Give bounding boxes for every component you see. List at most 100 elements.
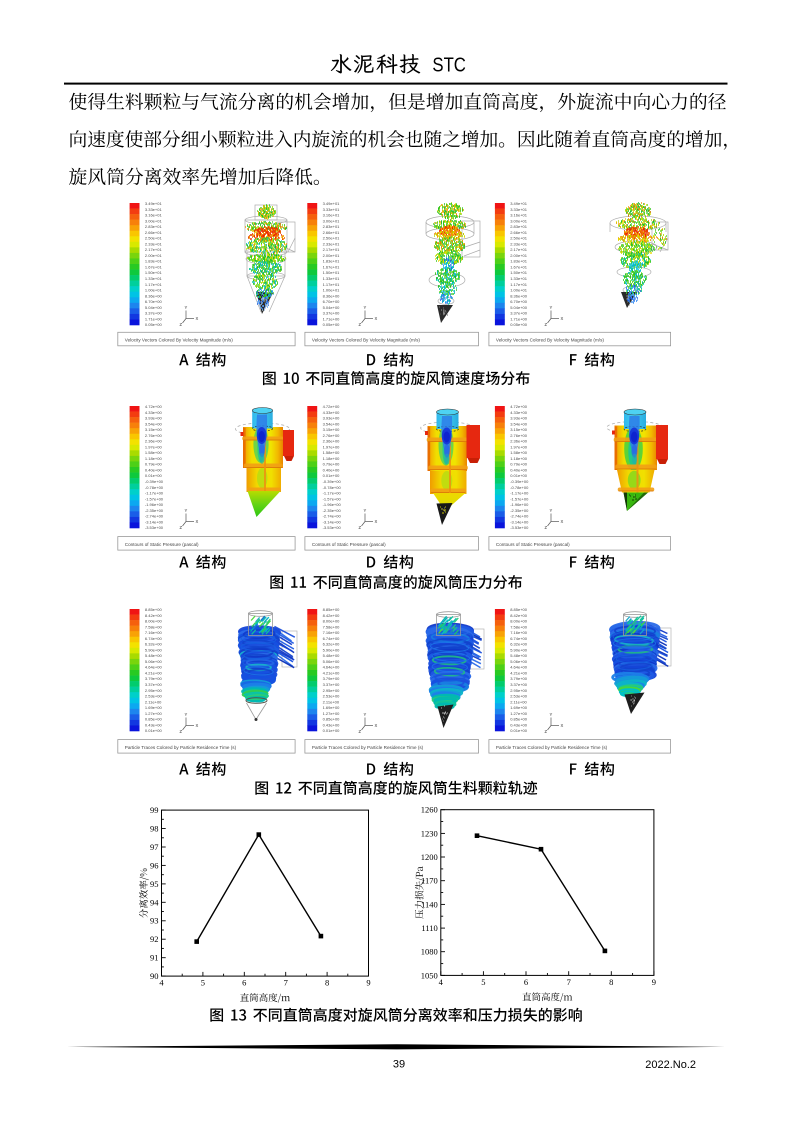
svg-text:1.58e+00: 1.58e+00 <box>145 450 163 455</box>
svg-text:7.16e+00: 7.16e+00 <box>323 630 341 635</box>
svg-text:X: X <box>561 723 564 728</box>
svg-text:X: X <box>375 519 378 524</box>
svg-text:6: 6 <box>524 977 528 987</box>
svg-text:0.40e+00: 0.40e+00 <box>323 467 341 472</box>
svg-text:3.49e+01: 3.49e+01 <box>323 201 341 206</box>
svg-text:Particle Traces Colored by Par: Particle Traces Colored by Particle Resi… <box>496 745 608 750</box>
svg-text:2.36e+00: 2.36e+00 <box>323 439 341 444</box>
svg-text:2.83e+01: 2.83e+01 <box>323 224 341 229</box>
svg-text:1.69e+00: 1.69e+00 <box>145 705 163 710</box>
svg-text:4.21e+00: 4.21e+00 <box>323 670 341 675</box>
svg-text:3.16e+01: 3.16e+01 <box>323 213 341 218</box>
svg-text:Contours of Static Pressure (p: Contours of Static Pressure (pascal) <box>312 542 386 547</box>
svg-text:-1.17e+00: -1.17e+00 <box>323 491 342 496</box>
svg-text:Velocity Vectors Colored By Ve: Velocity Vectors Colored By Velocity Mag… <box>312 338 420 343</box>
svg-text:4.21e+00: 4.21e+00 <box>145 670 163 675</box>
svg-text:0.79e+00: 0.79e+00 <box>323 462 341 467</box>
svg-text:3.00e+01: 3.00e+01 <box>510 218 528 223</box>
svg-text:X: X <box>375 316 378 321</box>
svg-text:Z: Z <box>359 322 362 327</box>
svg-text:-1.96e+00: -1.96e+00 <box>145 502 164 507</box>
svg-text:97: 97 <box>150 842 159 852</box>
svg-text:0.79e+00: 0.79e+00 <box>145 462 163 467</box>
svg-text:2.95e+00: 2.95e+00 <box>323 688 341 693</box>
svg-text:4.72e+00: 4.72e+00 <box>323 404 341 409</box>
svg-text:X: X <box>196 519 199 524</box>
svg-text:92: 92 <box>150 934 159 944</box>
svg-text:3.79e+00: 3.79e+00 <box>323 676 341 681</box>
svg-text:3.16e+01: 3.16e+01 <box>145 213 163 218</box>
svg-text:2.17e+01: 2.17e+01 <box>145 247 163 252</box>
svg-text:1.27e+00: 1.27e+00 <box>323 711 341 716</box>
svg-text:2.17e+01: 2.17e+01 <box>323 247 341 252</box>
svg-text:-0.39e+00: -0.39e+00 <box>510 479 529 484</box>
svg-text:3.00e+01: 3.00e+01 <box>323 218 341 223</box>
svg-text:1.33e+01: 1.33e+01 <box>510 276 528 281</box>
svg-text:1200: 1200 <box>421 852 438 862</box>
svg-text:4.33e+00: 4.33e+00 <box>510 410 528 415</box>
svg-text:2.66e+01: 2.66e+01 <box>323 230 341 235</box>
svg-text:-1.57e+00: -1.57e+00 <box>323 496 342 501</box>
svg-text:90: 90 <box>150 971 159 981</box>
svg-text:0.05e+00: 0.05e+00 <box>145 322 163 327</box>
svg-text:3.79e+00: 3.79e+00 <box>510 676 528 681</box>
svg-text:4.64e+00: 4.64e+00 <box>323 665 341 670</box>
svg-text:3.15e+00: 3.15e+00 <box>323 427 341 432</box>
svg-text:2.33e+01: 2.33e+01 <box>145 241 163 246</box>
svg-text:Y: Y <box>550 508 553 513</box>
svg-text:1.27e+00: 1.27e+00 <box>510 711 528 716</box>
svg-text:8: 8 <box>609 977 613 987</box>
svg-text:95: 95 <box>150 879 159 889</box>
svg-text:1.97e+00: 1.97e+00 <box>323 444 341 449</box>
svg-text:4.33e+00: 4.33e+00 <box>323 410 341 415</box>
svg-text:Z: Z <box>180 729 183 734</box>
svg-text:5: 5 <box>201 978 205 988</box>
svg-text:6.32e+00: 6.32e+00 <box>323 642 341 647</box>
svg-text:Particle Traces Colored by Par: Particle Traces Colored by Particle Resi… <box>125 745 237 750</box>
svg-text:7.16e+00: 7.16e+00 <box>510 630 528 635</box>
svg-text:1.67e+01: 1.67e+01 <box>145 264 163 269</box>
svg-text:Particle Traces Colored by Par: Particle Traces Colored by Particle Resi… <box>312 745 424 750</box>
svg-text:1.17e+01: 1.17e+01 <box>145 282 163 287</box>
svg-text:3.15e+00: 3.15e+00 <box>145 427 163 432</box>
svg-text:1.33e+01: 1.33e+01 <box>323 276 341 281</box>
svg-text:6.70e+00: 6.70e+00 <box>323 299 341 304</box>
svg-text:-0.39e+00: -0.39e+00 <box>323 479 342 484</box>
svg-text:7.58e+00: 7.58e+00 <box>510 624 528 629</box>
svg-text:6: 6 <box>242 978 246 988</box>
svg-text:X: X <box>561 316 564 321</box>
svg-text:1.71e+00: 1.71e+00 <box>510 316 528 321</box>
svg-text:-1.17e+00: -1.17e+00 <box>145 491 164 496</box>
svg-text:-3.53e+00: -3.53e+00 <box>510 525 529 530</box>
svg-text:-2.35e+00: -2.35e+00 <box>145 508 164 513</box>
svg-text:3.37e+00: 3.37e+00 <box>510 311 528 316</box>
svg-text:6.32e+00: 6.32e+00 <box>510 642 528 647</box>
svg-text:8.85e+00: 8.85e+00 <box>510 607 528 612</box>
svg-text:-2.35e+00: -2.35e+00 <box>510 508 529 513</box>
svg-text:-0.78e+00: -0.78e+00 <box>145 485 164 490</box>
svg-text:-1.57e+00: -1.57e+00 <box>145 496 164 501</box>
svg-text:Z: Z <box>180 322 183 327</box>
svg-text:4.64e+00: 4.64e+00 <box>145 665 163 670</box>
svg-text:0.05e+00: 0.05e+00 <box>510 322 528 327</box>
svg-text:0.43e+00: 0.43e+00 <box>510 722 528 727</box>
svg-text:Y: Y <box>550 305 553 310</box>
svg-text:0.85e+00: 0.85e+00 <box>510 717 528 722</box>
svg-text:94: 94 <box>150 897 159 907</box>
svg-text:8.00e+00: 8.00e+00 <box>323 619 341 624</box>
svg-text:Y: Y <box>550 712 553 717</box>
svg-text:1.27e+00: 1.27e+00 <box>145 711 163 716</box>
svg-text:3.93e+00: 3.93e+00 <box>145 416 163 421</box>
svg-text:3.37e+00: 3.37e+00 <box>510 682 528 687</box>
svg-text:Z: Z <box>545 729 548 734</box>
svg-text:6.74e+00: 6.74e+00 <box>510 636 528 641</box>
svg-text:1110: 1110 <box>421 923 437 933</box>
svg-text:2.00e+01: 2.00e+01 <box>510 253 528 258</box>
svg-text:-1.96e+00: -1.96e+00 <box>510 502 529 507</box>
svg-text:5.90e+00: 5.90e+00 <box>510 647 528 652</box>
svg-text:8.42e+00: 8.42e+00 <box>145 613 163 618</box>
svg-text:2.76e+00: 2.76e+00 <box>323 433 341 438</box>
svg-text:Y: Y <box>185 508 188 513</box>
svg-text:3.37e+00: 3.37e+00 <box>145 682 163 687</box>
svg-text:-0.78e+00: -0.78e+00 <box>510 485 529 490</box>
